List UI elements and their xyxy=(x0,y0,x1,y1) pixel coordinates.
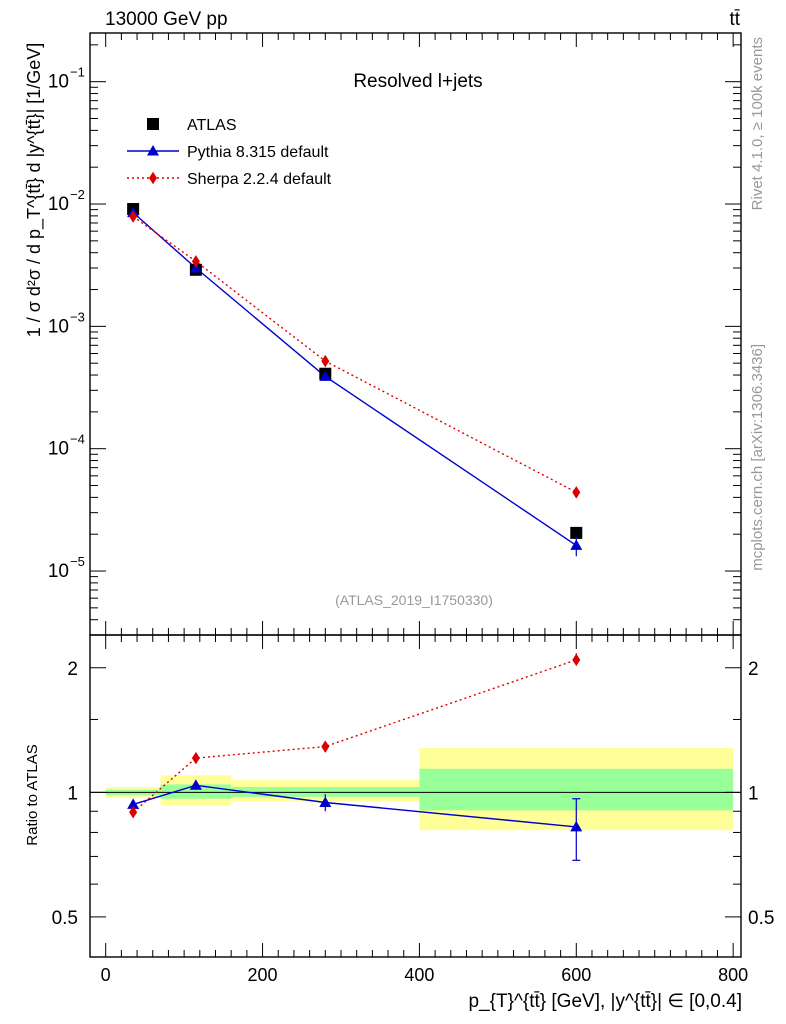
legend: ATLAS Pythia 8.315 default Sherpa 2.2.4 de… xyxy=(127,117,332,188)
legend-marker-pythia xyxy=(147,145,159,156)
y-axis-label: 1 / σ d²σ / d p_T^{tt̄} d |y^{tt̄}| [1/G… xyxy=(24,43,45,338)
sherpa-ratio-point xyxy=(321,740,330,753)
data-marks xyxy=(127,203,583,861)
sherpa-main-line xyxy=(132,215,577,493)
sherpa-ratio-point xyxy=(572,653,581,667)
pythia-point xyxy=(570,539,583,550)
x-tick-label: 0 xyxy=(101,965,111,985)
legend-marker-sherpa xyxy=(149,171,157,185)
legend-label: ATLAS xyxy=(187,117,237,134)
y-tick-label: 10 xyxy=(48,194,69,215)
x-axis-label: p_{T}^{tt̄} [GeV], |y^{tt̄}| ∈ [0,0.4] xyxy=(469,991,742,1012)
x-tick-label: 800 xyxy=(718,965,748,985)
pythia-ratio-point xyxy=(189,779,202,790)
sherpa-ratio-point xyxy=(191,751,200,765)
ratio-uncertainty-bands xyxy=(90,747,741,831)
legend-marker-atlas xyxy=(147,118,159,130)
legend-label: Sherpa 2.2.4 default xyxy=(187,171,332,188)
analysis-label: (ATLAS_2019_I1750330) xyxy=(335,592,493,608)
sherpa-point xyxy=(572,486,581,499)
x-tick-label: 600 xyxy=(561,965,591,985)
ratio-tick-label-left: 2 xyxy=(67,659,78,680)
pythia-ratio-point xyxy=(319,796,332,807)
pythia-point xyxy=(319,370,332,381)
sherpa-ratio-point xyxy=(129,806,138,819)
ratio-tick-label-left: 1 xyxy=(67,783,78,804)
y-tick-label: 10 xyxy=(48,316,69,337)
x-tick-label: 400 xyxy=(404,965,434,985)
y-tick-exponent: −1 xyxy=(70,65,85,80)
energy-label: 13000 GeV pp xyxy=(105,9,228,30)
pythia-ratio-line xyxy=(132,784,577,828)
y-tick-label: 10 xyxy=(48,561,69,582)
legend-label: Pythia 8.315 default xyxy=(187,144,329,161)
y-tick-exponent: −4 xyxy=(70,432,85,447)
sherpa-point xyxy=(321,354,330,368)
ratio-tick-label-right: 1 xyxy=(748,783,759,804)
ratio-tick-label-left: 0.5 xyxy=(52,908,78,929)
ratio-tick-label-right: 0.5 xyxy=(748,908,774,929)
sherpa-point xyxy=(129,210,138,223)
y-tick-exponent: −2 xyxy=(70,187,85,202)
chart-title: Resolved l+jets xyxy=(353,71,482,92)
pythia-main-line xyxy=(132,212,577,546)
ratio-tick-label-right: 2 xyxy=(748,659,759,680)
y-tick-label: 10 xyxy=(48,72,69,93)
pythia-ratio-point xyxy=(127,798,140,809)
sherpa-ratio-line xyxy=(132,659,577,813)
mcplots-label: mcplots.cern.ch [arXiv:1306.3436] xyxy=(749,344,766,571)
rivet-version-label: Rivet 4.1.0, ≥ 100k events xyxy=(749,37,766,210)
ratio-panel-frame xyxy=(89,634,742,958)
y-tick-exponent: −3 xyxy=(70,309,85,324)
y-tick-exponent: −5 xyxy=(70,554,85,569)
series-lines xyxy=(132,212,577,828)
atlas-data-point xyxy=(570,526,583,539)
sherpa-point xyxy=(191,255,200,268)
y-tick-label: 10 xyxy=(48,439,69,460)
x-tick-label: 200 xyxy=(248,965,278,985)
pythia-ratio-point xyxy=(570,820,583,832)
ratio-axis-label: Ratio to ATLAS xyxy=(24,744,41,845)
process-label: tt̄ xyxy=(729,9,740,30)
